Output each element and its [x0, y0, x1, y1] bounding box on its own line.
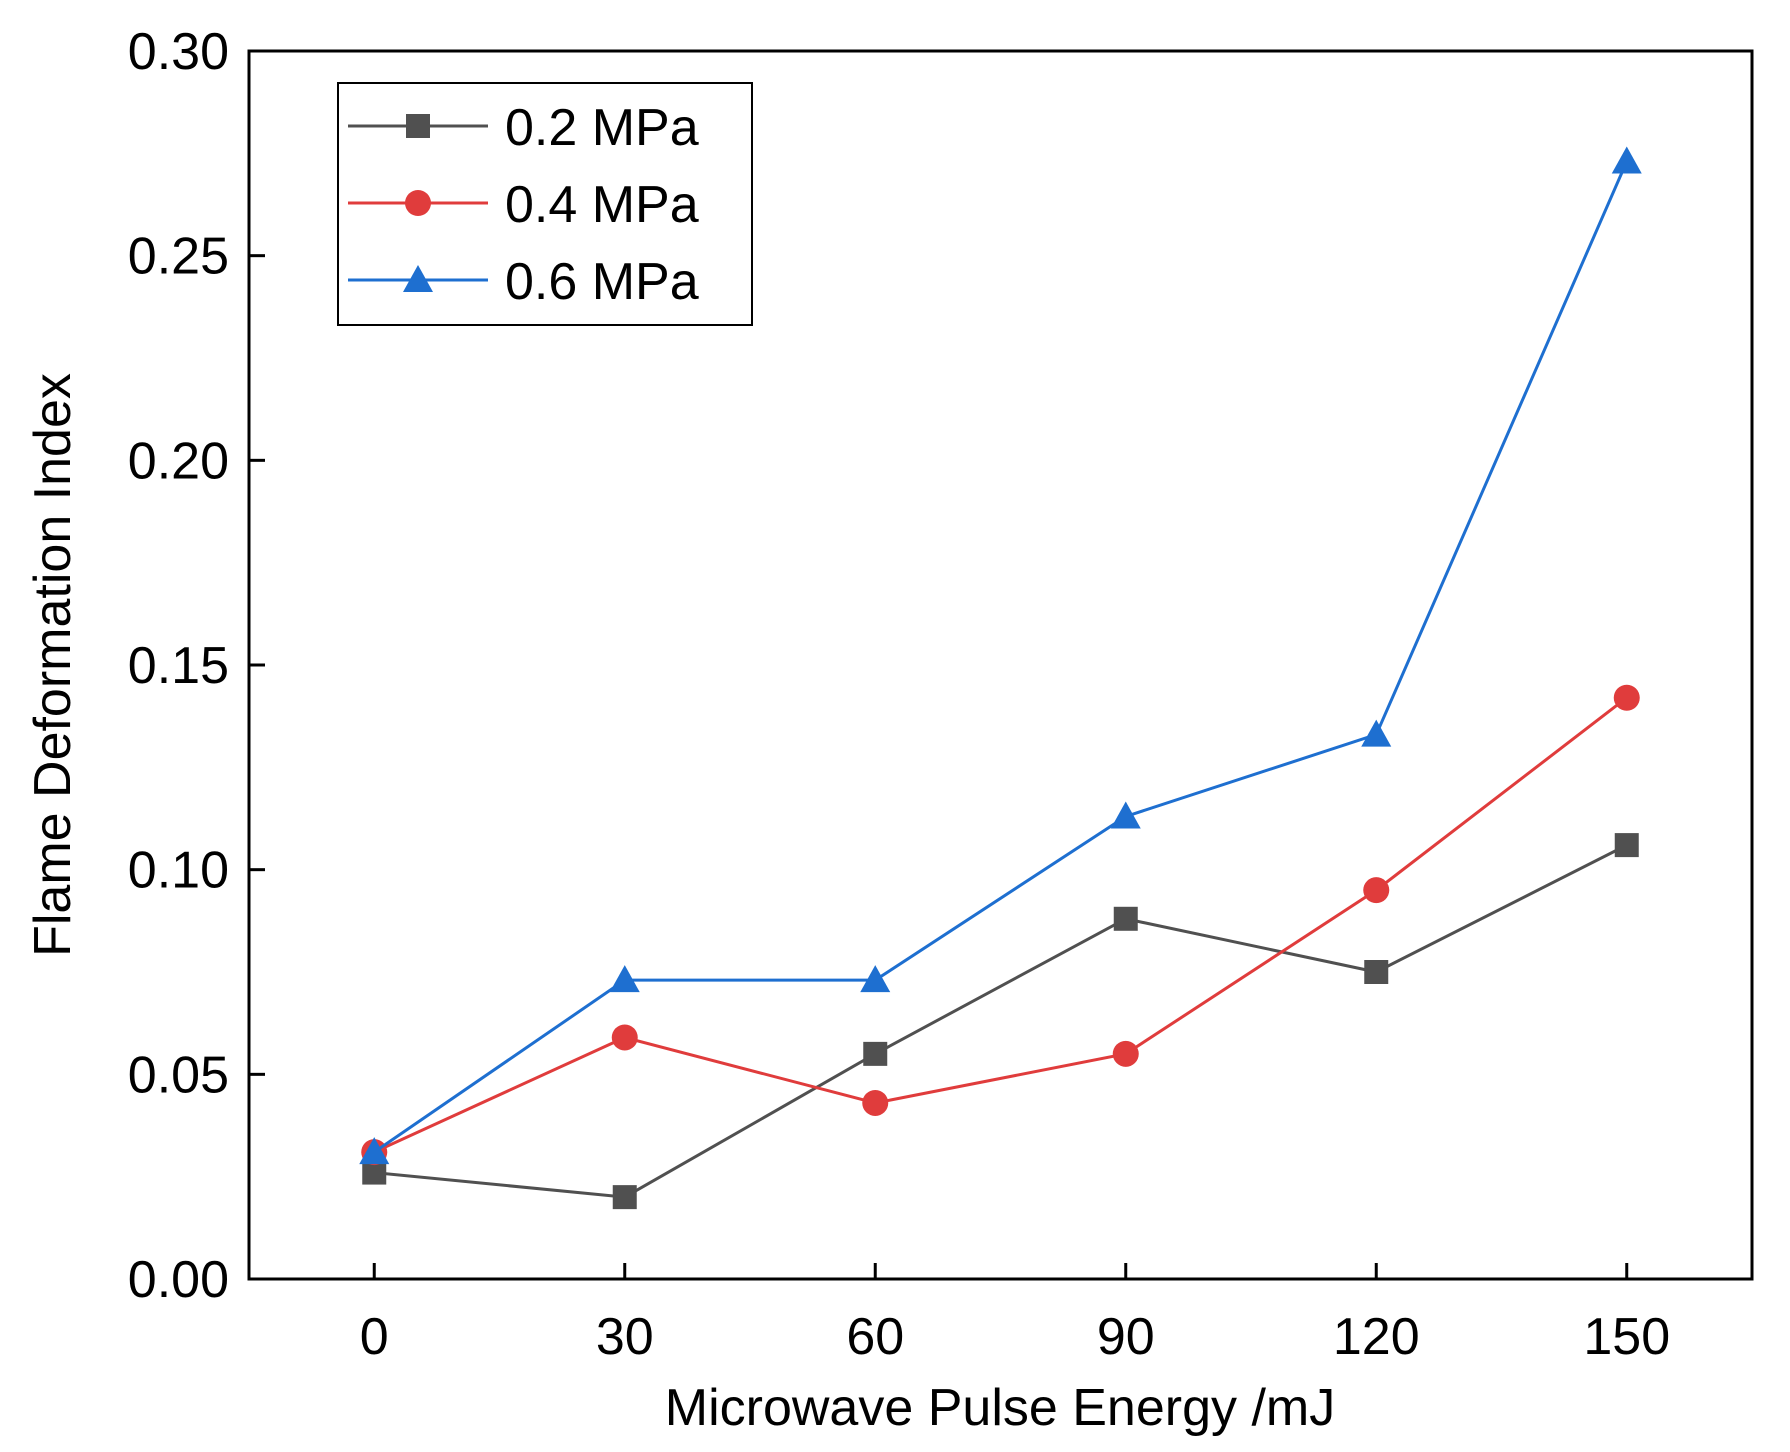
- x-tick-label: 30: [596, 1308, 654, 1366]
- data-point: [609, 965, 640, 993]
- data-point: [1614, 833, 1639, 858]
- series-0-6-mpa: [359, 146, 1642, 1165]
- y-tick-label: 0.10: [128, 842, 229, 900]
- y-axis-label: Flame Deformation Index: [24, 373, 82, 957]
- data-point: [1611, 146, 1642, 174]
- series-0-4-mpa: [361, 684, 1640, 1166]
- data-point: [359, 1137, 390, 1165]
- x-tick-label: 150: [1583, 1308, 1670, 1366]
- data-point: [1113, 906, 1138, 931]
- y-tick-label: 0.30: [128, 23, 229, 81]
- data-point: [860, 965, 891, 993]
- x-axis-label: Microwave Pulse Energy /mJ: [665, 1379, 1335, 1437]
- series-layer: [359, 146, 1642, 1210]
- series-line: [373, 160, 1629, 1154]
- data-point: [1613, 684, 1640, 711]
- series-line: [373, 696, 1628, 1154]
- data-point: [1361, 719, 1392, 747]
- y-tick-label: 0.05: [128, 1046, 229, 1104]
- data-point: [611, 1024, 638, 1051]
- legend-marker: [406, 114, 430, 138]
- legend-label: 0.2 MPa: [505, 99, 699, 157]
- y-tick-label: 0.25: [128, 228, 229, 286]
- data-point: [1110, 801, 1141, 829]
- data-point: [612, 1185, 637, 1210]
- data-point: [1364, 960, 1389, 984]
- data-point: [863, 1041, 888, 1066]
- legend-label: 0.4 MPa: [505, 176, 699, 234]
- y-tick-label: 0.00: [128, 1251, 229, 1309]
- legend-marker: [403, 265, 433, 292]
- data-point: [1112, 1040, 1139, 1067]
- x-tick-label: 90: [1097, 1308, 1155, 1366]
- x-tick-label: 120: [1333, 1308, 1420, 1366]
- x-tick-label: 0: [360, 1308, 389, 1366]
- x-tick-label: 60: [846, 1308, 904, 1366]
- y-tick-label: 0.20: [128, 432, 229, 490]
- y-axis: 0.00 0.05 0.10 0.15 0.20 0.25 0.30: [128, 23, 265, 1309]
- data-point: [1363, 877, 1390, 904]
- series-0-2-mpa: [362, 833, 1639, 1210]
- data-point: [862, 1089, 889, 1116]
- x-axis: 0 30 60 90 120 150: [360, 1263, 1670, 1366]
- legend-marker: [405, 190, 431, 216]
- legend: 0.2 MPa 0.4 MPa 0.6 MPa: [337, 82, 753, 326]
- y-tick-label: 0.15: [128, 637, 229, 695]
- series-line: [374, 843, 1628, 1199]
- legend-label: 0.6 MPa: [505, 253, 699, 311]
